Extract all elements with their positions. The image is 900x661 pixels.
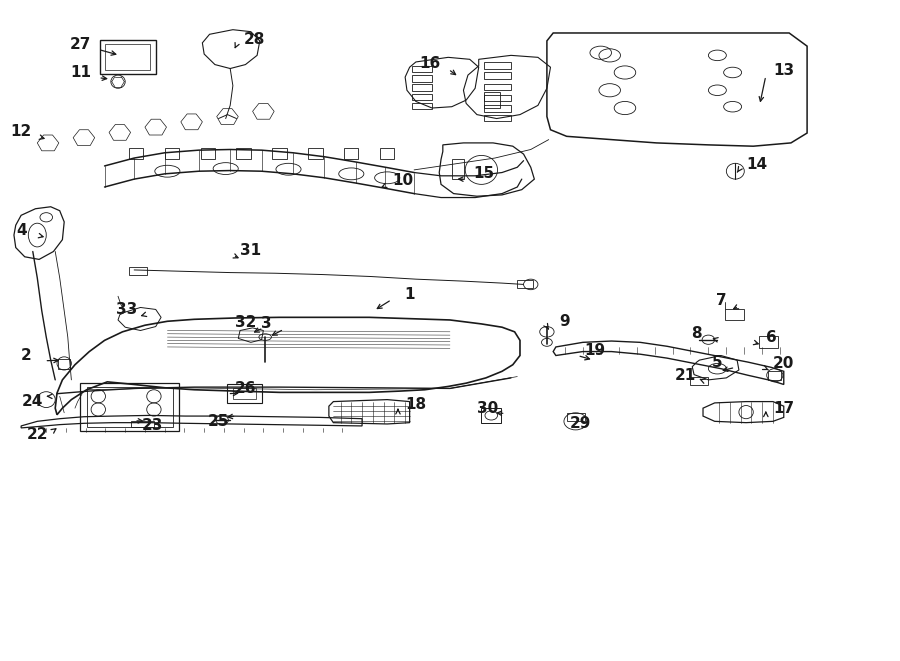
Text: 32: 32 [235,315,256,330]
Text: 22: 22 [26,427,48,442]
Bar [484,73,511,79]
Bar [567,412,585,420]
Text: 31: 31 [240,243,261,258]
Text: 21: 21 [674,368,696,383]
Bar [58,360,70,369]
Bar [308,147,322,159]
Bar [201,147,215,159]
Bar [484,62,511,69]
Bar [412,75,432,82]
Bar [482,408,501,422]
Text: 15: 15 [473,167,495,181]
Text: 2: 2 [21,348,32,363]
Bar [484,84,511,91]
Bar [484,93,500,108]
Text: 24: 24 [22,394,43,409]
Bar [380,147,394,159]
Text: 30: 30 [477,401,499,416]
Bar [131,421,154,426]
Text: 3: 3 [261,317,272,331]
Text: 12: 12 [11,124,32,139]
Bar [452,159,464,179]
Text: 8: 8 [691,327,702,341]
Bar [412,66,432,73]
Bar [484,95,511,101]
Bar [129,147,143,159]
Bar [273,147,287,159]
Bar [412,94,432,100]
Text: 23: 23 [141,418,163,434]
Bar [689,377,707,385]
Bar [233,389,256,399]
Bar [759,336,778,348]
Text: 29: 29 [570,416,590,432]
Text: 1: 1 [404,287,415,302]
Text: 5: 5 [712,354,723,369]
Text: 10: 10 [392,173,414,188]
Bar [724,309,744,320]
Text: 28: 28 [244,32,266,47]
Text: 19: 19 [585,343,606,358]
Text: 7: 7 [716,293,726,309]
Text: 14: 14 [746,157,768,172]
Bar [412,102,432,109]
Text: 6: 6 [766,330,777,344]
Bar [86,387,173,426]
Bar [518,280,534,288]
Bar [237,147,251,159]
Text: 16: 16 [419,56,441,71]
Bar [105,44,150,70]
Bar [100,40,156,74]
Bar [165,147,179,159]
Bar [412,85,432,91]
Text: 9: 9 [560,314,571,329]
Text: 27: 27 [69,36,91,52]
Bar [228,385,262,403]
Bar [344,147,358,159]
Text: 20: 20 [773,356,795,371]
Bar [484,114,511,121]
Bar [768,371,781,380]
Bar [129,267,147,275]
Text: 17: 17 [773,401,795,416]
Bar [80,383,179,430]
Bar [484,105,511,112]
Text: 18: 18 [405,397,427,412]
Text: 26: 26 [235,381,256,396]
Text: 11: 11 [70,65,91,80]
Text: 25: 25 [208,414,230,429]
Text: 4: 4 [16,223,26,238]
Text: 13: 13 [773,63,795,78]
Text: 33: 33 [116,302,138,317]
